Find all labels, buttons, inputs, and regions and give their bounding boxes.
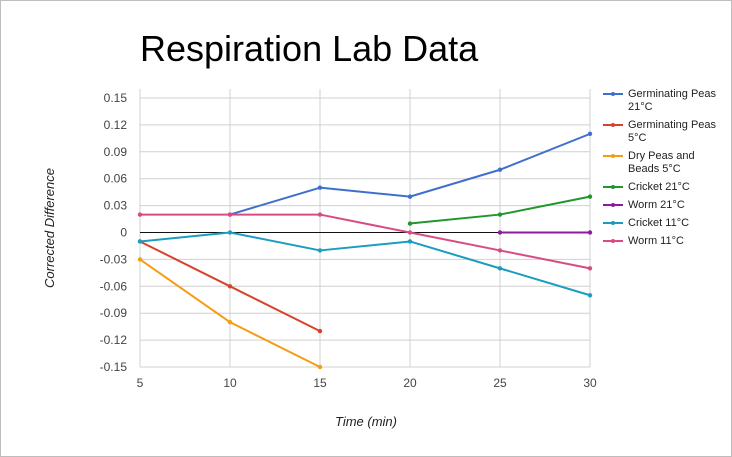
data-point	[227, 212, 233, 217]
legend-item: Germinating Peas 5°C	[603, 119, 728, 145]
data-point	[497, 212, 503, 217]
y-tick-label: -0.12	[100, 333, 128, 347]
data-point	[137, 257, 143, 262]
legend-swatch	[603, 91, 623, 96]
data-point	[587, 293, 593, 298]
data-point	[317, 248, 323, 253]
y-axis-label: Corrected Difference	[42, 168, 57, 288]
legend-swatch	[603, 202, 623, 207]
legend: Germinating Peas 21°C Germinating Peas 5°…	[603, 88, 728, 253]
series-cricket-11c	[137, 230, 593, 298]
y-tick-label: 0.09	[104, 145, 128, 159]
y-tick-label: -0.09	[100, 306, 128, 320]
y-tick-label: 0.15	[104, 91, 128, 105]
legend-label: Dry Peas and Beads 5°C	[628, 150, 695, 175]
y-tick-label: -0.06	[100, 279, 128, 293]
data-point	[227, 230, 233, 235]
legend-item: Cricket 21°C	[603, 181, 728, 194]
data-point	[407, 239, 413, 244]
series-worm-11c	[137, 212, 593, 271]
y-tick-label: -0.03	[100, 252, 128, 266]
data-point	[317, 364, 323, 370]
data-point	[137, 212, 143, 217]
data-point	[407, 230, 413, 235]
legend-item: Worm 11°C	[603, 235, 728, 248]
legend-swatch	[603, 238, 623, 243]
legend-label: Germinating Peas 5°C	[628, 119, 717, 144]
x-tick-label: 20	[403, 376, 417, 390]
data-point	[317, 185, 323, 190]
data-point	[587, 131, 593, 137]
series-cricket-21c	[407, 194, 593, 226]
data-point	[227, 284, 233, 289]
data-point	[317, 328, 323, 334]
gridlines	[139, 89, 591, 368]
x-tick-label: 30	[583, 376, 597, 390]
legend-item: Cricket 11°C	[603, 217, 728, 230]
data-point	[407, 194, 413, 199]
legend-swatch	[603, 122, 623, 127]
y-tick-labels: 0.15 0.12 0.09 0.06 0.03 0 -0.03 -0.06 -0.09 -0.1…	[100, 91, 128, 374]
series-lines	[137, 131, 593, 370]
legend-swatch	[603, 184, 623, 189]
series-dry-peas-and-beads-5c	[137, 257, 323, 370]
legend-label: Cricket 11°C	[628, 217, 690, 229]
series-worm-21c	[497, 230, 593, 235]
data-point	[317, 212, 323, 217]
legend-item: Dry Peas and Beads 5°C	[603, 150, 728, 176]
series-line	[139, 231, 591, 297]
data-point	[587, 266, 593, 271]
x-tick-label: 5	[137, 376, 144, 390]
y-tick-label: 0.06	[104, 172, 128, 186]
data-point	[227, 319, 233, 325]
x-tick-label: 15	[313, 376, 327, 390]
legend-label: Cricket 21°C	[628, 181, 690, 193]
data-point	[587, 230, 593, 235]
x-tick-label: 10	[223, 376, 237, 390]
data-point	[497, 230, 503, 235]
data-point	[497, 248, 503, 253]
legend-item: Worm 21°C	[603, 199, 728, 212]
data-point	[497, 167, 503, 172]
legend-label: Germinating Peas 21°C	[628, 88, 717, 113]
x-tick-label: 25	[493, 376, 507, 390]
chart-title: Respiration Lab Data	[140, 28, 479, 69]
legend-label: Worm 21°C	[628, 199, 685, 211]
data-point	[137, 239, 143, 244]
y-tick-label: 0.03	[104, 199, 128, 213]
legend-item: Germinating Peas 21°C	[603, 88, 728, 114]
data-point	[407, 221, 413, 226]
data-point	[587, 194, 593, 199]
y-tick-label: 0.12	[104, 118, 128, 132]
legend-swatch	[603, 220, 623, 225]
y-tick-label: 0	[120, 226, 127, 240]
legend-swatch	[603, 153, 623, 158]
x-axis-label: Time (min)	[335, 414, 397, 429]
series-line	[140, 213, 591, 270]
y-tick-label: -0.15	[100, 360, 128, 374]
legend-label: Worm 11°C	[628, 235, 684, 247]
x-tick-labels: 5 10 15 20 25 30	[137, 376, 597, 390]
data-point	[497, 266, 503, 271]
